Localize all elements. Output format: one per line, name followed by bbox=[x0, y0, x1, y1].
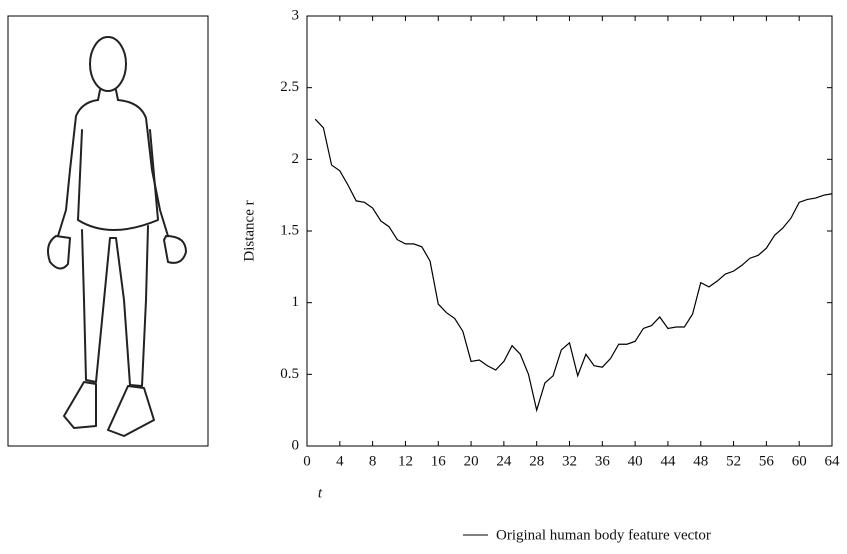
x-tick-label: 20 bbox=[464, 453, 479, 469]
data-line bbox=[314, 118, 833, 413]
x-tick-label: 0 bbox=[303, 453, 311, 469]
legend-label: Original human body feature vector bbox=[496, 527, 711, 543]
plot-frame bbox=[306, 15, 833, 447]
x-tick-label: 12 bbox=[398, 453, 413, 469]
x-tick-label: 24 bbox=[496, 453, 512, 469]
x-tick-label: 32 bbox=[562, 453, 577, 469]
x-tick-label: 48 bbox=[693, 453, 708, 469]
x-tick-label: 56 bbox=[759, 453, 775, 469]
body-sketch bbox=[7, 15, 209, 447]
y-axis-label: Distance r bbox=[241, 200, 257, 261]
x-tick-label: 8 bbox=[369, 453, 377, 469]
y-tick-label: 1 bbox=[292, 294, 300, 310]
sketch-frame bbox=[7, 15, 209, 447]
hands bbox=[47, 235, 187, 270]
y-tick-label: 2.5 bbox=[280, 79, 299, 95]
head bbox=[89, 36, 127, 92]
x-tick-label: 36 bbox=[595, 453, 611, 469]
x-tick-label: 28 bbox=[529, 453, 544, 469]
x-tick-label: 52 bbox=[726, 453, 741, 469]
y-tick-label: 0 bbox=[292, 437, 300, 453]
shirt bbox=[77, 129, 159, 231]
legs bbox=[81, 225, 149, 387]
x-tick-label: 40 bbox=[628, 453, 643, 469]
y-tick-label: 0.5 bbox=[280, 366, 299, 382]
y-tick-label: 3 bbox=[292, 7, 300, 23]
y-tick-label: 2 bbox=[292, 151, 300, 167]
feet bbox=[63, 381, 155, 437]
x-tick-label: 44 bbox=[660, 453, 676, 469]
x-tick-label: 64 bbox=[825, 453, 841, 469]
y-tick-label: 1.5 bbox=[280, 222, 299, 238]
torso-arms bbox=[57, 99, 169, 237]
x-tick-label: 60 bbox=[792, 453, 807, 469]
x-axis-label: t bbox=[318, 485, 323, 501]
x-tick-label: 4 bbox=[336, 453, 344, 469]
x-tick-label: 16 bbox=[431, 453, 447, 469]
neck bbox=[97, 89, 119, 101]
